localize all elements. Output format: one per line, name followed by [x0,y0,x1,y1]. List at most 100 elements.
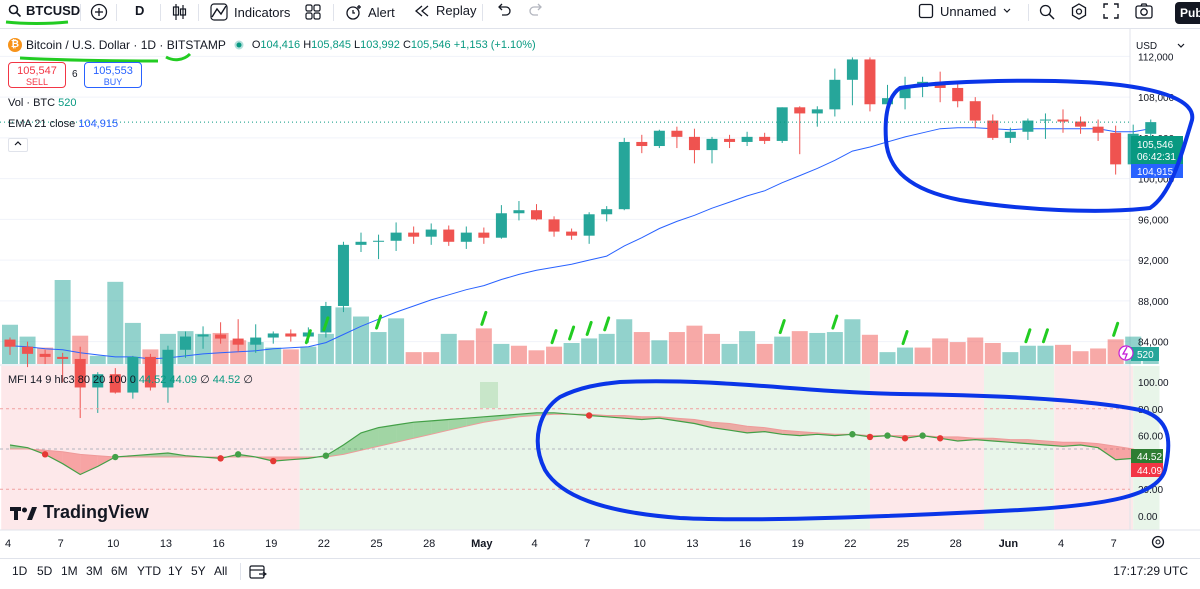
volume-bar [546,346,563,364]
time-axis-label: 22 [844,538,856,550]
mfi-fill [80,454,98,475]
range-1d[interactable]: 1D [12,564,28,578]
mfi-fill [431,419,449,435]
annotation-green-tick [375,314,383,330]
volume-bar [1142,359,1159,364]
candle-body [846,59,858,80]
volume-bar [317,333,334,364]
snapshot-button[interactable] [1135,3,1153,19]
settings-button[interactable] [1070,3,1088,21]
volume-badge: 520 [1131,347,1159,361]
indicators-button[interactable]: Indicators [210,3,290,21]
utc-clock[interactable]: 17:17:29 UTC [1113,564,1188,578]
mfi-axis-label: 100.00 [1138,378,1169,389]
ema-legend[interactable]: EMA 21 close 104,915 [8,118,118,130]
rewind-icon [414,5,429,16]
annotation-ellipse-price [883,78,1195,213]
search-icon [8,4,22,17]
symbol-search-button[interactable]: BTCUSD [8,3,80,18]
volume-bar [563,343,580,364]
series-legend[interactable]: ₿ Bitcoin / U.S. Dollar · 1D · BITSTAMP … [8,38,536,52]
candle-body [671,130,683,137]
range-all[interactable]: All [214,564,228,578]
price-axis-label: 88,000 [1138,297,1169,308]
time-axis[interactable]: 4 7 10 13 16 19 22 25 28 May 4 7 10 13 16 19 22 25 28 Jun 4 7 [5,538,1117,550]
layout-name-button[interactable]: Unnamed [918,3,1012,19]
range-ytd[interactable]: YTD [137,564,161,578]
currency-label[interactable]: USD [1136,41,1157,52]
quick-search-button[interactable] [1038,3,1056,21]
mfi-axis-label: 0.00 [1138,512,1158,523]
candle-body [882,98,893,105]
time-axis-label: 7 [58,538,64,550]
mfi-line [9,412,1151,476]
grid-icon [305,4,321,20]
sell-button[interactable]: 105,547 SELL [8,62,66,88]
candle-series [4,57,1157,419]
time-axis-label: 16 [739,538,751,550]
compare-button[interactable] [90,3,108,21]
publish-button[interactable]: Pub [1175,2,1200,24]
annotation-green-tick [550,329,558,345]
mfi-fill [764,427,783,435]
lightning-icon[interactable] [1118,345,1134,361]
last-price-badge: 105,546 06:42:31 [1131,136,1183,164]
range-1y[interactable]: 1Y [168,564,183,578]
range-5y[interactable]: 5Y [191,564,206,578]
chart-area[interactable]: 112,000108,000104,000100,00096,00092,000… [0,28,1200,558]
toolbar-divider [198,4,199,21]
fullscreen-button[interactable] [1103,3,1119,19]
collapse-legend-button[interactable] [8,138,28,152]
mfi-legend[interactable]: MFI 14 9 hlc3 80 20 100 0 44.52 44.09 ∅ … [8,373,253,386]
volume-bar [89,355,106,364]
volume-series [2,280,1159,364]
mfi-value-4: 44.52 [212,374,241,386]
time-axis-label: 25 [897,538,909,550]
tradingview-logo[interactable]: TradingView [10,502,149,523]
time-axis-label: 4 [5,538,11,550]
ohlc-values: O104,416 H105,845 L103,992 C105,546 +1,1… [252,39,536,51]
legend-title[interactable]: Bitcoin / U.S. Dollar · 1D · BITSTAMP [26,38,226,52]
time-axis-settings-icon[interactable] [1151,535,1165,549]
chart-type-button[interactable] [172,3,188,21]
bottombar-border [0,558,1200,559]
mfi-cross-dot [270,457,277,465]
range-1m[interactable]: 1M [61,564,78,578]
candle-body [583,214,595,236]
range-3m[interactable]: 3M [86,564,103,578]
time-axis-label: May [471,538,493,550]
volume-bar [686,325,703,364]
range-5d[interactable]: 5D [37,564,53,578]
mfi-fill [466,416,484,427]
volume-bar [809,332,826,364]
alert-button[interactable]: Alert [344,3,395,21]
mfi-cross-dot [234,451,242,458]
mfi-axis-label: 80.00 [1138,405,1163,416]
annotation-ellipse-mfi [535,379,1171,522]
close-label: C [402,39,411,51]
toolbar-divider [482,4,483,21]
open-label: O [251,39,261,51]
volume-legend[interactable]: Vol · BTC 520 [8,97,77,109]
redo-button[interactable] [528,3,544,17]
range-6m[interactable]: 6M [111,564,128,578]
undo-button[interactable] [496,3,512,17]
replay-button[interactable]: Replay [414,3,476,18]
buy-button[interactable]: 105,553 BUY [84,62,142,88]
candle-body [373,240,385,242]
sell-price: 105,547 [17,65,57,77]
mfi-badge-1: 44.52 [1131,449,1163,463]
layouts-button[interactable] [304,3,322,21]
mfi-cross-dot [322,452,330,459]
volume-bar [388,318,405,364]
bottom-toolbar: 1D 5D 1M 3M 6M YTD 1Y 5Y All 17:17:29 UT… [0,560,1200,584]
interval-button[interactable]: D [135,3,144,18]
mfi-fill [694,419,712,428]
candle-body [829,79,841,110]
mfi-cross-dot [866,433,874,441]
price-axis-label: 100,000 [1138,175,1175,186]
date-range-icon[interactable] [249,564,267,580]
mfi-value-2: 44.09 [169,374,197,386]
candle-body [618,141,630,210]
